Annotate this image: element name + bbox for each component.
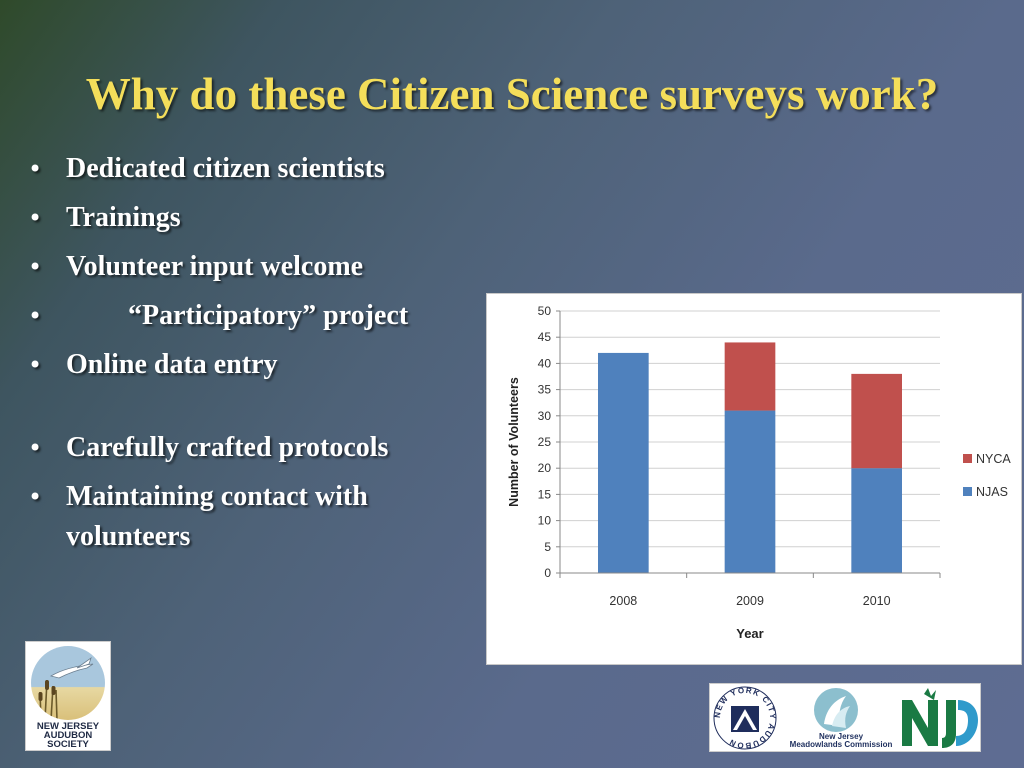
nj-state-logo [902,688,978,748]
bullet-item: “Participatory” project [28,299,478,333]
bullet-item: Carefully crafted protocols [28,431,478,465]
y-tick-label: 50 [538,304,552,318]
bar-njas [724,410,776,573]
legend-swatch-njas [963,487,972,496]
bullet-text: Online data entry [66,349,278,380]
y-tick-label: 15 [538,487,552,501]
x-tick-label: 2009 [736,594,764,608]
bullet-item: Dedicated citizen scientists [28,152,478,186]
bullet-text: Maintaining contact with volunteers [66,481,368,552]
bullet-item: Maintaining contact with volunteers [28,477,478,557]
bar-njas [851,468,902,573]
bar-nyca [724,342,776,411]
bullet-text: Volunteer input welcome [66,251,364,282]
bullet-item: Online data entry [28,348,478,382]
audubon-logo-line: NEW JERSEY [36,721,100,732]
bullet-text: Carefully crafted protocols [66,432,389,463]
x-tick-label: 2010 [863,594,891,608]
y-tick-label: 10 [538,514,552,528]
njmc-line: New Jersey [818,732,864,741]
njmc-line: Meadowlands Commission [789,740,893,749]
bullet-item: Volunteer input welcome [28,250,478,284]
x-tick-label: 2008 [609,594,637,608]
y-axis-label: Number of Volunteers [507,377,521,507]
volunteers-bar-chart: 0 5 10 15 20 25 30 35 40 45 50 2008 2009 2010 NYCA NJA… [507,304,1011,641]
bullet-text: Dedicated citizen scientists [66,153,385,184]
y-tick-label: 20 [538,461,552,475]
y-tick-label: 35 [538,383,552,397]
bullet-list: Dedicated citizen scientists Trainings V… [28,152,478,572]
audubon-logo-line: SOCIETY [47,739,89,750]
y-tick-label: 25 [538,435,552,449]
bar-nyca [851,373,902,469]
bar-njas [598,352,649,573]
meadowlands-commission-icon [814,688,858,732]
heron-and-cattails-icon [38,656,94,720]
legend-label-nyca: NYCA [976,452,1011,466]
bullet-text: “Participatory” project [128,300,409,331]
y-tick-label: 45 [538,330,552,344]
meadowlands-commission-text: New Jersey Meadowlands Commission [780,733,902,749]
bullet-text: Trainings [66,202,181,233]
audubon-circle-emblem [31,646,105,720]
y-tick-label: 30 [538,409,552,423]
legend-label-njas: NJAS [976,485,1008,499]
nj-audubon-logo: NEW JERSEY AUDUBON SOCIETY [25,641,111,751]
audubon-logo-text: NEW JERSEY AUDUBON SOCIETY [26,721,110,750]
nyc-audubon-logo: NEW YORK CITY AUDUBON [713,686,777,750]
y-tick-label: 5 [544,540,551,554]
y-tick-label: 0 [544,566,551,580]
volunteers-chart-panel: 0 5 10 15 20 25 30 35 40 45 50 2008 2009 2010 NYCA NJA… [486,293,1022,665]
legend-swatch-nyca [963,454,972,463]
audubon-logo-line: AUDUBON [43,730,93,741]
bullet-item: Trainings [28,201,478,235]
partner-logos: NEW YORK CITY AUDUBON New Jersey Meadowl… [709,683,981,752]
slide-title: Why do these Citizen Science surveys wor… [85,69,939,119]
y-tick-label: 40 [538,356,552,370]
x-axis-label: Year [736,626,763,641]
